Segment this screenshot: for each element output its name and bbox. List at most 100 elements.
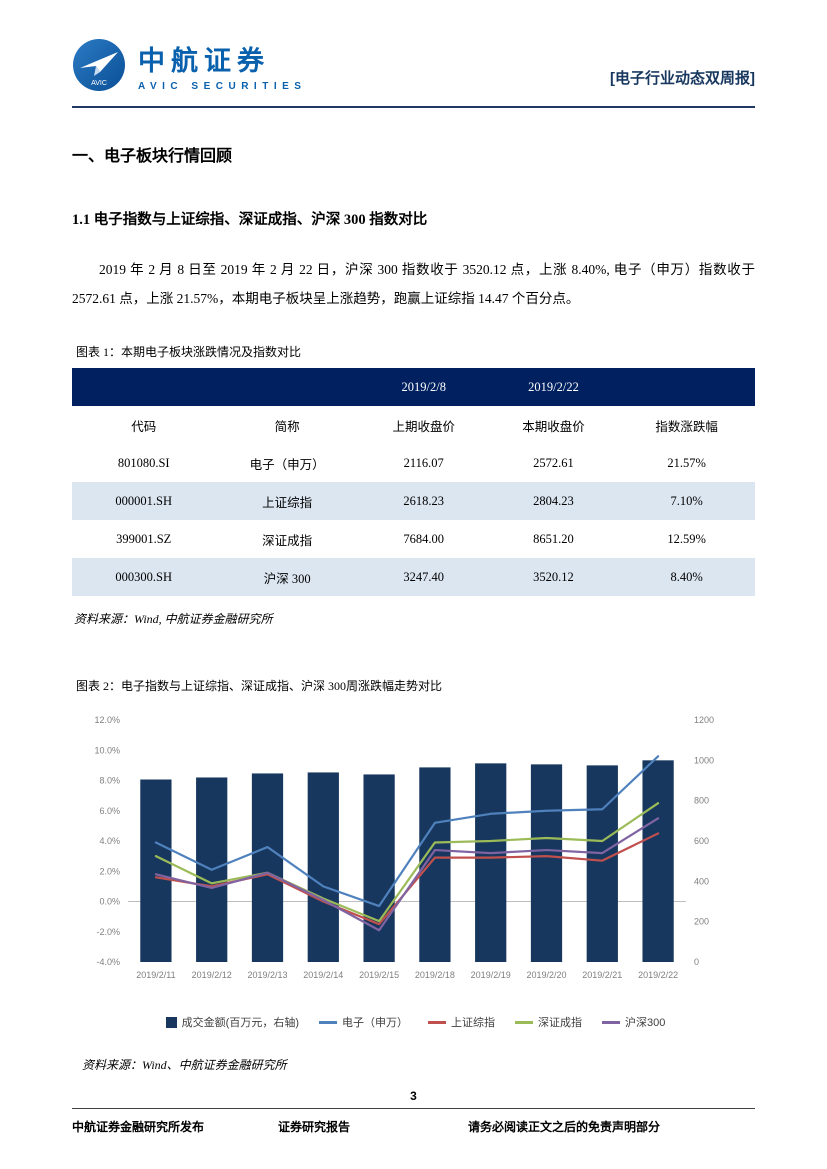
legend-item: 成交金额(百万元，右轴) [165, 1014, 299, 1030]
col-header-code: 代码 [131, 419, 157, 434]
table-date-header-row: 2019/2/8 2019/2/22 [72, 368, 755, 407]
brand-block: AVIC 中航证券 AVIC SECURITIES [72, 38, 306, 92]
table-cell: 2572.61 [533, 455, 574, 470]
page-number: 3 [410, 1089, 417, 1103]
svg-text:2019/2/21: 2019/2/21 [582, 970, 622, 980]
table-cell: 801080.SI [117, 455, 170, 470]
table-cell: 2804.23 [533, 493, 574, 508]
table-row: 000300.SH 沪深 300 3247.40 3520.12 8.40% [72, 558, 755, 597]
svg-text:2019/2/11: 2019/2/11 [136, 970, 175, 980]
table-row: 000001.SH 上证综指 2618.23 2804.23 7.10% [72, 482, 755, 521]
table-header-cell [618, 368, 755, 406]
avic-logo-icon: AVIC [72, 38, 126, 92]
page-footer: 3 中航证券金融研究所发布 证券研究报告 请务必阅读正文之后的免责声明部分 [72, 1089, 755, 1135]
legend-item: 深证成指 [514, 1014, 582, 1030]
svg-text:-2.0%: -2.0% [96, 927, 120, 937]
svg-text:2019/2/22: 2019/2/22 [638, 970, 678, 980]
svg-text:2019/2/13: 2019/2/13 [247, 970, 287, 980]
svg-text:1200: 1200 [694, 715, 714, 725]
table-cell: 7684.00 [403, 531, 445, 546]
chart-source-note: 资料来源：Wind、中航证券金融研究所 [82, 1058, 287, 1073]
table-cell: 8.40% [670, 569, 703, 584]
table-header-date-prev: 2019/2/8 [401, 379, 446, 394]
table-source-note: 资料来源：Wind, 中航证券金融研究所 [74, 612, 273, 627]
brand-name-en: AVIC SECURITIES [138, 80, 307, 92]
legend-item: 沪深300 [601, 1014, 666, 1030]
svg-text:2019/2/18: 2019/2/18 [415, 970, 455, 980]
svg-text:200: 200 [694, 917, 709, 927]
logo-avic-text: AVIC [91, 80, 107, 87]
legend-label: 深证成指 [537, 1017, 582, 1030]
svg-text:0: 0 [694, 957, 699, 967]
legend-line-icon [514, 1020, 533, 1024]
table-cell: 3520.12 [533, 569, 574, 584]
svg-text:400: 400 [694, 876, 709, 886]
svg-text:600: 600 [694, 836, 709, 846]
table-cell: 12.59% [667, 531, 706, 546]
table-cell: 7.10% [670, 493, 703, 508]
table-body: 801080.SI 电子（申万） 2116.07 2572.61 21.57% 00000… [72, 444, 755, 597]
brand-name-cn: 中航证券 [138, 45, 270, 76]
legend-line-icon [318, 1020, 337, 1024]
svg-text:2.0%: 2.0% [99, 866, 120, 876]
legend-label: 电子（申万） [341, 1017, 408, 1030]
table-cell: 21.57% [667, 455, 706, 470]
table-cell: 000300.SH [115, 569, 173, 584]
table-cell: 深证成指 [262, 533, 313, 548]
table-row: 801080.SI 电子（申万） 2116.07 2572.61 21.57% [72, 444, 755, 482]
weekly-change-chart: -4.0% -2.0% 0.0% 2.0% 4.0% 6.0% 8.0% 10.0% 12.0%… [72, 708, 755, 1030]
table-row: 399001.SZ 深证成指 7684.00 8651.20 12.59% [72, 520, 755, 558]
table-header-cell [72, 368, 215, 406]
table-cell: 3247.40 [403, 569, 445, 584]
svg-text:4.0%: 4.0% [99, 836, 120, 846]
chart-legend: 成交金额(百万元，右轴) 电子（申万） 上证综指 深证成指 沪深300 [76, 1014, 755, 1030]
index-comparison-table: 2019/2/8 2019/2/22 代码 简称 上期收盘价 本期收盘价 指数涨… [72, 368, 755, 597]
figure1-caption: 图表 1：本期电子板块涨跌情况及指数对比 [76, 345, 302, 360]
legend-label: 沪深300 [624, 1017, 666, 1030]
table-cell: 000001.SH [115, 493, 173, 508]
svg-text:2019/2/14: 2019/2/14 [303, 970, 343, 980]
legend-label: 上证综指 [450, 1017, 495, 1030]
table-cell: 2116.07 [403, 455, 444, 470]
svg-text:-4.0%: -4.0% [96, 957, 120, 967]
svg-text:1000: 1000 [694, 755, 714, 765]
svg-text:6.0%: 6.0% [99, 806, 120, 816]
table-column-header-row: 代码 简称 上期收盘价 本期收盘价 指数涨跌幅 [72, 406, 755, 444]
summary-paragraph: 2019 年 2 月 8 日至 2019 年 2 月 22 日，沪深 300 指… [72, 262, 755, 307]
footer-report-type: 证券研究报告 [278, 1120, 351, 1134]
col-header-change: 指数涨跌幅 [655, 419, 718, 434]
table-header-date-cur: 2019/2/22 [528, 379, 579, 394]
table-cell: 2618.23 [403, 493, 445, 508]
chart-canvas: -4.0% -2.0% 0.0% 2.0% 4.0% 6.0% 8.0% 10.0% 12.0%… [94, 715, 714, 980]
table-cell: 沪深 300 [263, 571, 311, 586]
subsection-title: 1.1 电子指数与上证综指、深证成指、沪深 300 指数对比 [72, 212, 428, 228]
svg-text:2019/2/19: 2019/2/19 [471, 970, 511, 980]
figure2-caption: 图表 2：电子指数与上证综指、深证成指、沪深 300周涨跌幅走势对比 [76, 679, 443, 694]
legend-item: 电子（申万） [318, 1014, 408, 1030]
table-cell: 上证综指 [262, 495, 313, 510]
report-tag: [电子行业动态双周报] [610, 69, 755, 87]
svg-text:2019/2/12: 2019/2/12 [192, 970, 232, 980]
legend-item: 上证综指 [427, 1014, 495, 1030]
table-cell: 399001.SZ [116, 531, 172, 546]
svg-text:8.0%: 8.0% [99, 776, 120, 786]
footer-disclaimer: 请务必阅读正文之后的免责声明部分 [468, 1120, 661, 1134]
legend-line-icon [601, 1020, 620, 1024]
brand-text: 中航证券 AVIC SECURITIES [138, 39, 306, 92]
svg-text:0.0%: 0.0% [99, 897, 120, 907]
col-header-prev-close: 上期收盘价 [392, 419, 455, 434]
legend-swatch-icon [165, 1016, 177, 1028]
footer-divider [72, 1108, 755, 1109]
section-title: 一、电子板块行情回顾 [72, 148, 233, 165]
table-cell: 8651.20 [533, 531, 574, 546]
svg-text:800: 800 [694, 796, 709, 806]
col-header-cur-close: 本期收盘价 [522, 419, 585, 434]
col-header-name: 简称 [274, 419, 300, 434]
legend-line-icon [427, 1020, 446, 1024]
page-header: AVIC 中航证券 AVIC SECURITIES [电子行业动态双周报] [72, 38, 755, 108]
legend-label: 成交金额(百万元，右轴) [181, 1017, 299, 1030]
svg-text:2019/2/15: 2019/2/15 [359, 970, 399, 980]
table-cell: 电子（申万） [249, 457, 325, 472]
footer-text-row: 中航证券金融研究所发布 证券研究报告 请务必阅读正文之后的免责声明部分 [72, 1118, 755, 1135]
